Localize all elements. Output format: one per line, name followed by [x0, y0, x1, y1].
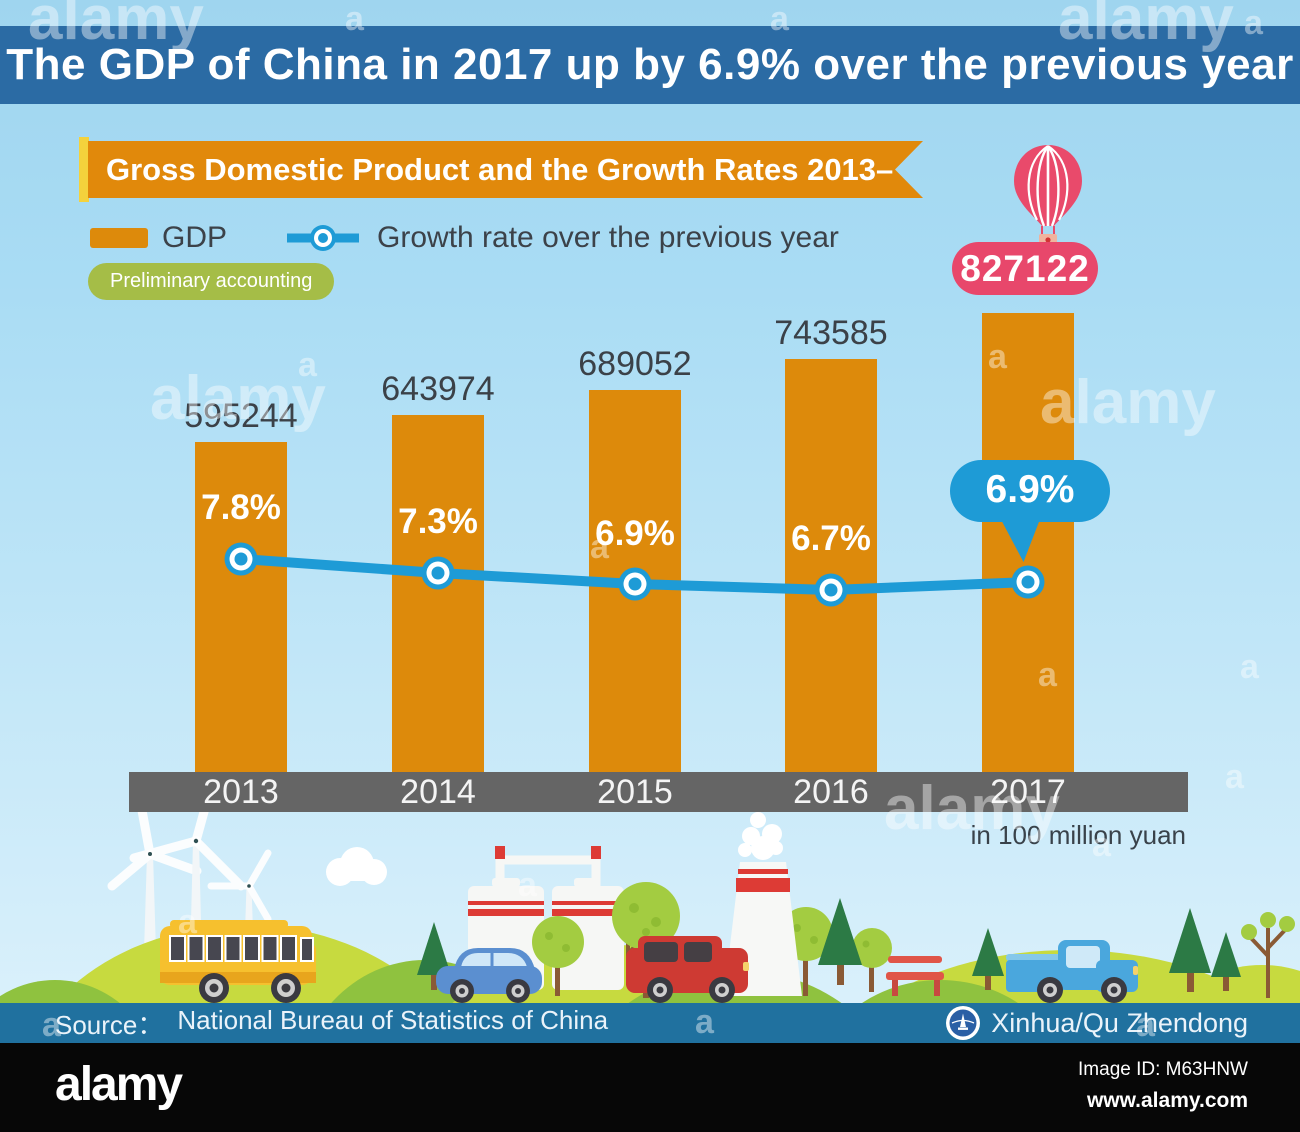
- alamy-url: www.alamy.com: [1086, 1089, 1248, 1112]
- value-label-2015: 689052: [578, 345, 692, 383]
- school-bus-icon: [160, 920, 316, 1003]
- bar-2013: [195, 442, 287, 772]
- xinhua-logo-icon: [946, 1006, 981, 1040]
- axis-label-2015: 2015: [597, 773, 673, 811]
- growth-label-2017-bubble: 6.9%: [950, 460, 1110, 522]
- growth-label-2016: 6.7%: [791, 519, 871, 558]
- red-van-icon: [626, 936, 749, 1003]
- growth-line-marker-icon: [287, 225, 360, 251]
- cloud-icon: [326, 847, 387, 886]
- alamy-logo: alamy: [55, 1058, 183, 1111]
- axis-label-2014: 2014: [400, 773, 476, 811]
- axis-label-2016: 2016: [793, 773, 869, 811]
- pickup-truck-icon: [1006, 940, 1138, 1003]
- hot-air-balloon-icon: [1014, 145, 1082, 247]
- gdp-2017-highlight: 827122: [952, 242, 1098, 295]
- watermark: a: [1240, 648, 1259, 686]
- value-label-2016: 743585: [774, 314, 888, 352]
- axis-label-2013: 2013: [203, 773, 279, 811]
- growth-label-2014: 7.3%: [398, 502, 478, 541]
- axis-label-2017: 2017: [990, 773, 1066, 811]
- x-axis-bar: [129, 772, 1188, 812]
- preliminary-accounting-badge: Preliminary accounting: [88, 263, 335, 300]
- alamy-bar: alamy Image ID: M63HNW www.alamy.com: [0, 1043, 1300, 1132]
- legend-growth-label: Growth rate over the previous year: [377, 221, 839, 254]
- city-illustration: [0, 790, 1300, 1005]
- source-text: National Bureau of Statistics of China: [177, 1004, 609, 1035]
- growth-label-2013: 7.8%: [201, 488, 281, 527]
- blue-car-icon: [436, 948, 542, 1003]
- pine-tree-icon: [417, 898, 1241, 992]
- bar-2014: [392, 415, 484, 772]
- unit-note: in 100 million yuan: [970, 820, 1186, 850]
- round-tree-icon: [532, 882, 892, 998]
- bar-2015: [589, 390, 681, 772]
- credit-text: Xinhua/Qu Zhendong: [991, 1007, 1248, 1038]
- gdp-swatch-icon: [90, 228, 148, 248]
- section-ribbon: Gross Domestic Product and the Growth Ra…: [88, 141, 923, 198]
- ribbon-accent-strip: [79, 137, 89, 202]
- value-label-2014: 643974: [381, 370, 495, 408]
- image-id: Image ID: M63HNW: [1078, 1059, 1248, 1080]
- bench-icon: [886, 956, 944, 996]
- legend: GDP Growth rate over the previous year: [90, 219, 839, 257]
- source-bar: Source： National Bureau of Statistics of…: [0, 1003, 1300, 1043]
- page-title: The GDP of China in 2017 up by 6.9% over…: [6, 40, 1294, 89]
- watermark: a: [298, 346, 317, 384]
- legend-gdp-label: GDP: [162, 221, 228, 254]
- title-banner: The GDP of China in 2017 up by 6.9% over…: [0, 26, 1300, 104]
- bar-2016: [785, 359, 877, 772]
- source-label: Source：: [55, 1009, 164, 1040]
- growth-label-2015: 6.9%: [595, 514, 675, 553]
- value-label-2013: 595244: [184, 397, 298, 435]
- watermark: a: [1225, 758, 1244, 796]
